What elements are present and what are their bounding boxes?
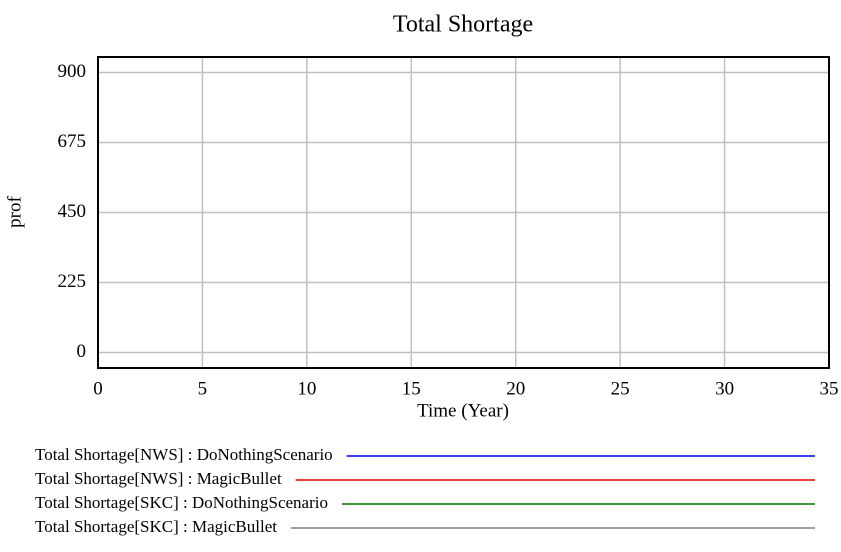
y-tick-label: 225 <box>58 271 87 292</box>
chart-title: Total Shortage <box>393 12 533 38</box>
plot-frame <box>97 56 830 369</box>
y-tick-label: 0 <box>77 341 87 362</box>
x-tick-label: 35 <box>820 378 839 399</box>
legend-label: Total Shortage[SKC] : MagicBullet <box>35 517 277 536</box>
x-tick-label: 20 <box>506 378 525 399</box>
x-tick-label: 0 <box>93 378 103 399</box>
y-axis-label: prof <box>4 196 25 228</box>
y-tick-label: 675 <box>58 131 87 152</box>
x-tick-label: 30 <box>715 378 734 399</box>
x-tick-label: 10 <box>297 378 316 399</box>
legend-label: Total Shortage[SKC] : DoNothingScenario <box>35 493 328 512</box>
y-tick-label: 900 <box>58 61 87 82</box>
x-tick-label: 15 <box>402 378 421 399</box>
x-tick-label: 5 <box>198 378 208 399</box>
legend-label: Total Shortage[NWS] : DoNothingScenario <box>35 445 333 464</box>
x-tick-label: 25 <box>611 378 630 399</box>
legend-label: Total Shortage[NWS] : MagicBullet <box>35 469 282 488</box>
y-tick-label: 450 <box>58 201 87 222</box>
x-axis-label: Time (Year) <box>417 400 509 421</box>
